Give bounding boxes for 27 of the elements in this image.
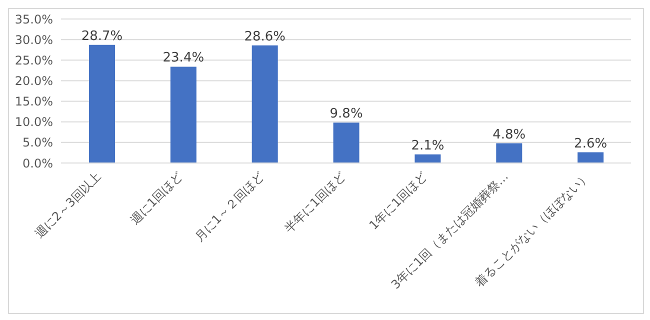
y-tick-label: 5.0%	[22, 136, 53, 150]
bar	[578, 152, 604, 163]
y-tick-label: 20.0%	[14, 74, 53, 88]
data-label: 4.8%	[492, 127, 526, 142]
y-tick-label: 10.0%	[14, 115, 53, 130]
y-tick-label: 30.0%	[14, 32, 53, 47]
bar	[170, 66, 196, 163]
x-tick-label: 1年に1回ほど	[366, 169, 430, 232]
y-tick-label: 15.0%	[14, 94, 53, 109]
data-label: 2.1%	[411, 138, 444, 154]
bar	[414, 154, 441, 163]
data-label: 28.6%	[244, 29, 286, 44]
data-label: 28.7%	[81, 28, 123, 44]
data-label: 2.6%	[574, 136, 608, 152]
y-tick-label: 25.0%	[14, 53, 53, 68]
x-tick-label: 週に1回ほど	[128, 169, 186, 227]
x-tick-label: 週に2～3回以上	[32, 169, 104, 241]
data-label: 9.8%	[330, 106, 363, 122]
y-tick-label: 35.0%	[14, 12, 53, 26]
x-tick-label: 月に1～２回ほど	[192, 169, 267, 244]
data-label: 23.4%	[162, 50, 204, 66]
bar	[333, 122, 360, 163]
bar	[89, 44, 115, 163]
x-tick-label: 半年に1回ほど	[282, 169, 348, 236]
y-tick-label: 0.0%	[22, 156, 53, 170]
bar	[496, 143, 522, 163]
bar	[252, 45, 278, 163]
